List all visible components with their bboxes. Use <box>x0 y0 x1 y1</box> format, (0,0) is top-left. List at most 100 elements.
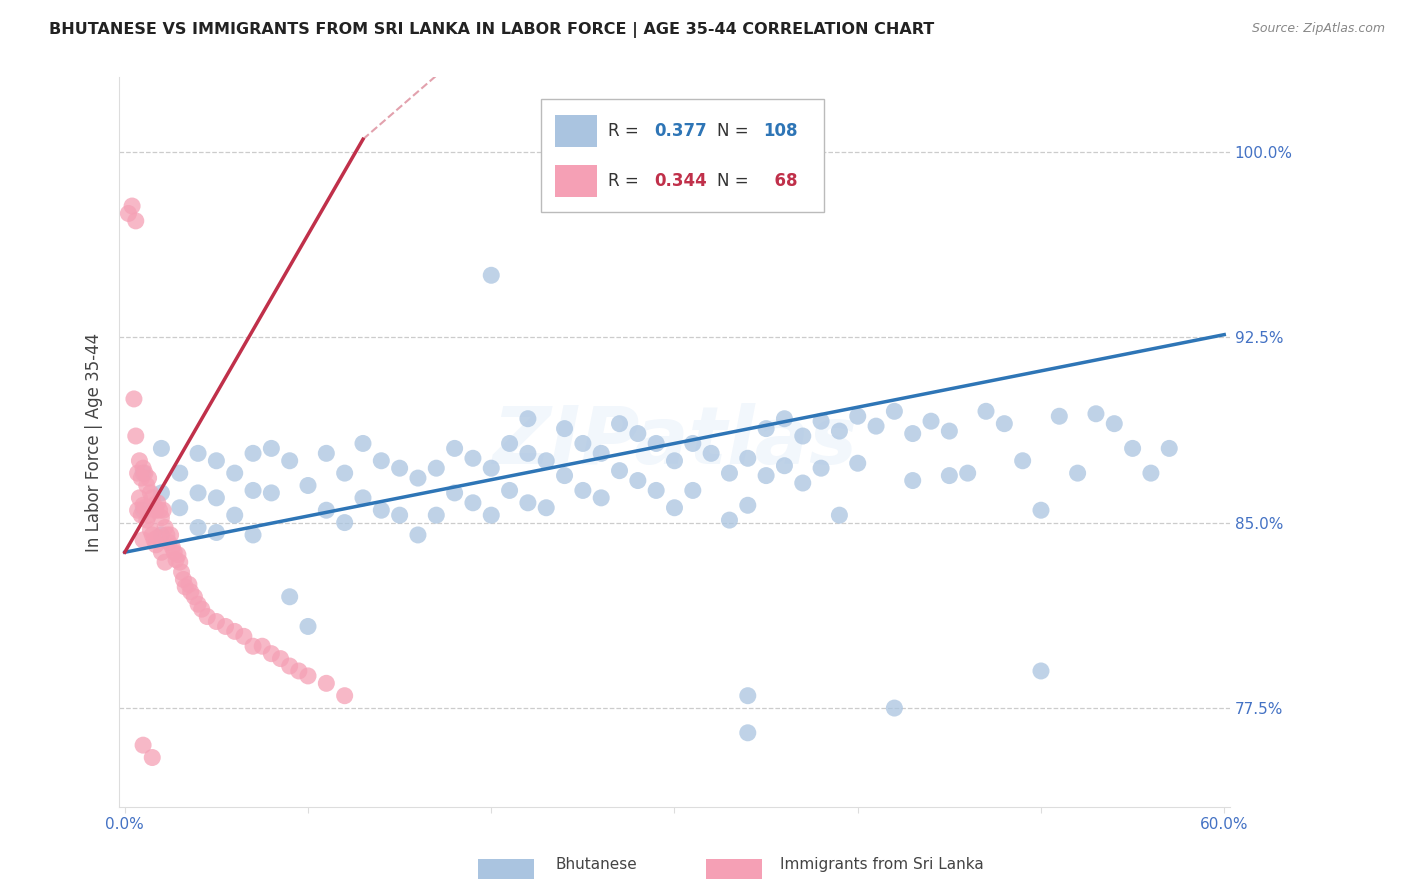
Point <box>139 486 162 500</box>
Point <box>865 419 887 434</box>
Point <box>183 590 205 604</box>
Point <box>242 446 264 460</box>
Point <box>205 615 228 629</box>
Point <box>121 199 143 213</box>
Point <box>1084 407 1107 421</box>
Text: Immigrants from Sri Lanka: Immigrants from Sri Lanka <box>780 857 984 872</box>
Bar <box>541 99 824 212</box>
Text: Source: ZipAtlas.com: Source: ZipAtlas.com <box>1251 22 1385 36</box>
Point <box>315 446 337 460</box>
Point <box>132 498 155 512</box>
Point <box>297 478 319 492</box>
Point <box>554 468 576 483</box>
Point <box>187 486 209 500</box>
Point <box>150 528 173 542</box>
Point <box>128 454 150 468</box>
Point <box>132 503 155 517</box>
Point <box>139 523 162 537</box>
Point <box>682 436 704 450</box>
Point <box>1047 409 1070 424</box>
Point <box>157 535 180 549</box>
Point <box>150 510 173 524</box>
Point <box>700 446 723 460</box>
Point <box>150 486 173 500</box>
Point <box>846 456 869 470</box>
Point <box>260 647 283 661</box>
Point <box>165 552 187 566</box>
Point <box>132 466 155 480</box>
Point <box>129 471 152 485</box>
Point <box>370 503 392 517</box>
Point <box>534 454 557 468</box>
Point <box>773 458 796 473</box>
Point <box>177 577 200 591</box>
Point <box>169 466 191 480</box>
Point <box>315 503 337 517</box>
Point <box>125 214 148 228</box>
Point <box>134 466 156 480</box>
Point <box>149 503 172 517</box>
Point <box>169 500 191 515</box>
Point <box>122 392 145 406</box>
Point <box>737 498 759 512</box>
Point <box>288 664 311 678</box>
Point <box>180 584 202 599</box>
Point <box>352 491 374 505</box>
Point <box>425 508 447 523</box>
Point <box>128 491 150 505</box>
Point <box>138 508 160 523</box>
Point <box>297 669 319 683</box>
Text: 0.344: 0.344 <box>655 172 707 190</box>
Point <box>127 466 149 480</box>
Point <box>828 508 851 523</box>
Text: 108: 108 <box>763 122 797 140</box>
Point <box>278 590 301 604</box>
Text: Bhutanese: Bhutanese <box>555 857 637 872</box>
Point <box>169 555 191 569</box>
Point <box>938 424 960 438</box>
Point <box>232 629 254 643</box>
Y-axis label: In Labor Force | Age 35-44: In Labor Force | Age 35-44 <box>86 333 103 552</box>
Point <box>645 436 668 450</box>
Point <box>737 726 759 740</box>
Point <box>846 409 869 424</box>
Point <box>145 538 167 552</box>
Point <box>333 466 356 480</box>
Point <box>146 530 169 544</box>
Point <box>224 624 246 639</box>
Point <box>190 602 212 616</box>
Point <box>187 446 209 460</box>
Point <box>138 471 160 485</box>
Point <box>993 417 1015 431</box>
Text: ZIPatlas: ZIPatlas <box>492 403 858 481</box>
Point <box>773 411 796 425</box>
Point <box>479 508 502 523</box>
Point <box>1104 417 1126 431</box>
Point <box>425 461 447 475</box>
Point <box>132 738 155 752</box>
Point <box>250 639 273 653</box>
Text: 0.377: 0.377 <box>655 122 707 140</box>
Point <box>609 417 631 431</box>
Point <box>591 446 613 460</box>
Point <box>170 565 193 579</box>
Point <box>172 573 194 587</box>
Point <box>132 533 155 547</box>
Point <box>167 548 190 562</box>
Point <box>127 503 149 517</box>
Point <box>498 436 520 450</box>
Point <box>554 422 576 436</box>
Point <box>461 451 484 466</box>
Point <box>159 528 181 542</box>
Point <box>174 580 197 594</box>
Point <box>755 468 778 483</box>
Point <box>572 483 595 498</box>
Point <box>1029 664 1052 678</box>
Bar <box>554 115 596 147</box>
Point <box>516 446 538 460</box>
Point <box>956 466 979 480</box>
Point <box>883 404 905 418</box>
Point <box>187 597 209 611</box>
Point <box>205 525 228 540</box>
Point <box>205 491 228 505</box>
